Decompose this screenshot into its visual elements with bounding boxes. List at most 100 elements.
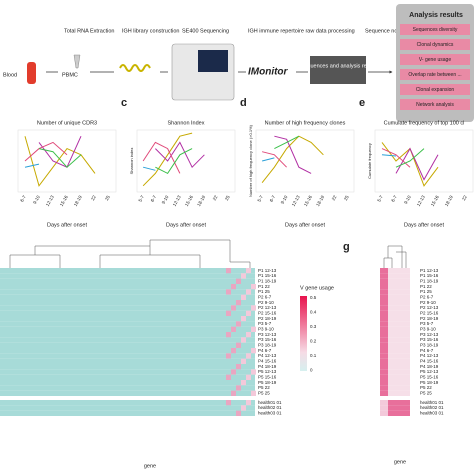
heatmap-cell [236,321,241,327]
row-label: health02 01 [420,405,444,410]
heatmap-row [0,364,255,370]
x-tick-label: 15-16 [59,194,69,207]
rna-label: Total RNA Extraction [64,28,114,34]
row-label: P1 18-19 [420,279,439,284]
row-label: P2 15-16 [258,311,277,316]
heatmap-row [0,316,255,322]
row-label: P5 15-16 [420,375,439,380]
tool-label: IMonitor [248,67,289,78]
row-label: P1 12-13 [258,268,277,273]
heatmap-cell [380,294,388,300]
pbmc-label: PBMC [62,72,78,78]
result-box-label: Sequences and analysis result [301,63,376,69]
heatmap-cell [388,268,410,274]
row-label: P3 15-16 [420,337,439,342]
x-tick-label: 9-10 [403,194,412,205]
heatmap-cell [380,273,388,279]
heatmap-row [0,326,255,332]
heatmap-cell [380,353,388,359]
trend-line [262,151,287,168]
sequencer-screen [198,50,228,72]
heatmap-cell [226,374,231,380]
heatmap-cell [380,305,388,311]
heatmap-cell [251,284,256,290]
heatmap-cell [388,321,410,327]
heatmap-row [0,348,255,354]
heatmap-row [0,289,255,295]
heatmap-cell [246,374,251,380]
y-axis-label: Number of high frequency clone (>0.1%) [248,124,253,197]
row-label: P4 6-7 [258,348,272,353]
x-tick-label: 12-13 [172,194,182,207]
analysis-item [400,69,470,80]
library-label: IGH library construction [122,28,179,34]
heatmap-cell [226,268,231,274]
heatmap-row [0,410,255,416]
heatmap-cell [380,369,388,375]
heatmap-cell [380,358,388,364]
row-label: P2 9-10 [420,300,436,305]
x-tick-label: 15-16 [184,194,194,207]
x-tick-label: 5-7 [137,194,145,203]
row-label: P5 22 [420,385,432,390]
heatmap-cell [246,289,251,295]
y-axis-label: Cumulate frequency [367,143,372,179]
row-label: P4 18-19 [420,364,439,369]
row-label: P3 15-16 [258,337,277,342]
row-label: P4 18-19 [258,364,277,369]
trend-line [38,135,82,168]
x-tick-label: 9-10 [161,194,170,205]
heatmap-row [0,353,255,359]
trend-line [142,141,181,174]
row-label: health01 01 [258,400,282,405]
heatmap-row [0,268,255,274]
x-tick-label: 12-13 [291,194,301,207]
heatmap-cell [231,390,236,396]
row-label: P3 5-7 [420,321,434,326]
row-label: P3 18-19 [420,343,439,348]
row-label: P5 25 [258,391,270,396]
row-label: P3 12-13 [258,332,277,337]
row-label: P5 15-16 [258,375,277,380]
heatmap-cell [388,353,410,359]
heatmap-row [0,310,255,316]
heatmap-cell [380,268,388,274]
heatmap-cell [388,305,410,311]
heatmap-row [0,358,255,364]
row-label: P5 12-13 [420,369,439,374]
heatmap-cell [236,342,241,348]
x-tick-label: 18-19 [73,194,83,207]
heatmap-cell [380,316,388,322]
heatmap-cell [388,337,410,343]
heatmap-cell [226,353,231,359]
heatmap-cell [380,380,388,386]
heatmap-cell [388,358,410,364]
heatmap-cell [388,294,410,300]
heatmap-row [0,385,255,391]
x-tick-label: 5-7 [376,194,384,203]
heatmap-row [0,405,255,411]
analysis-item-label: Sequences diversity [413,27,458,33]
row-label: P4 6-7 [420,348,434,353]
x-tick-label: 18-19 [444,194,454,207]
heatmap-row [0,332,255,338]
heatmap-cell [236,300,241,306]
heatmap-cell [380,278,388,284]
heatmap-cell [380,390,388,396]
analysis-item [400,24,470,35]
x-axis-label: gene [394,459,406,465]
heatmap-cell [236,385,241,391]
heatmap-cell [380,321,388,327]
row-label: P2 18-19 [258,316,277,321]
heatmap-row [0,374,255,380]
row-label: P3 18-19 [258,343,277,348]
row-label: health02 01 [258,405,282,410]
row-label: P4 12-13 [420,353,439,358]
heatmap-cell [380,364,388,370]
panel-title: Shannon Index [167,120,204,126]
sequencing-label: SE400 Sequencing [182,28,229,34]
heatmap-cell [388,374,410,380]
heatmap-cell [388,390,410,396]
heatmap-cell [226,332,231,338]
